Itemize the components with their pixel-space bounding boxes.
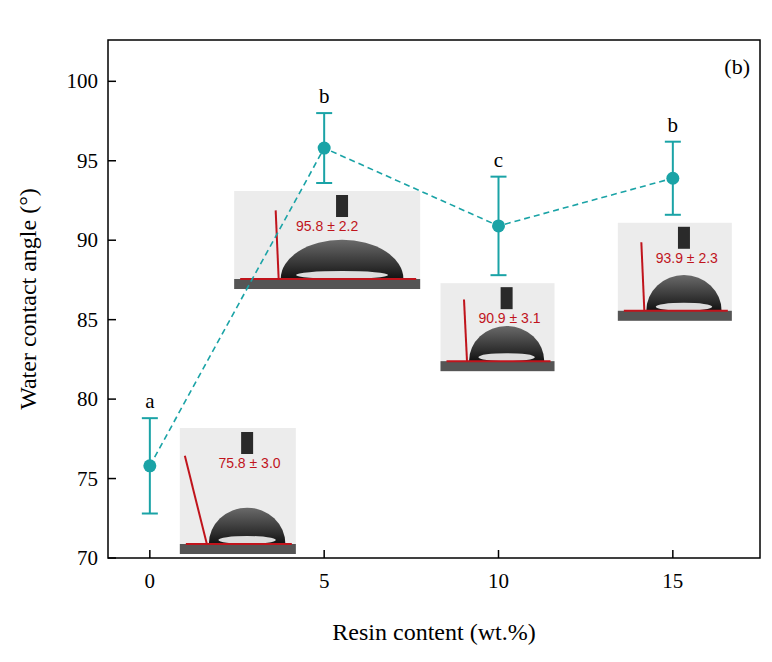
droplet-reflection: [478, 353, 534, 361]
x-tick: [498, 550, 500, 558]
point: [492, 219, 505, 232]
marks: [142, 113, 681, 513]
y-tick: [108, 160, 116, 162]
droplet-inset: 90.9 ± 3.1: [441, 283, 555, 371]
y-tick-label: 80: [77, 387, 98, 411]
panel-letter: (b): [724, 54, 750, 79]
x-tick-label: 5: [319, 569, 330, 593]
inset-substrate: [234, 279, 420, 289]
point: [143, 459, 156, 472]
error-bar: [665, 142, 681, 215]
value-label: 90.9 ± 3.1: [478, 310, 540, 326]
droplet-inset: 93.9 ± 2.3: [618, 223, 732, 321]
annotation: a: [145, 389, 155, 413]
inset-bg: [180, 428, 296, 554]
y-tick-label: 95: [77, 149, 98, 173]
inset-substrate: [618, 311, 732, 321]
inset-bg: [234, 191, 420, 289]
error-cap: [665, 214, 681, 216]
y-tick: [108, 398, 116, 400]
needle: [501, 287, 513, 309]
error-cap: [491, 176, 507, 178]
point: [318, 142, 331, 155]
droplet: [469, 326, 544, 361]
y-tick-label: 70: [77, 546, 98, 570]
annotation: b: [319, 84, 330, 108]
annotation: c: [494, 148, 503, 172]
y-tick: [108, 81, 116, 83]
y-tick: [108, 239, 116, 241]
inset-substrate: [441, 361, 555, 371]
y-axis-title: Water contact angle (°): [15, 188, 41, 410]
x-tick-label: 0: [145, 569, 156, 593]
chart: 70 75 80 85 90 95 100 0 5 10 15 Resin content (wt.%…: [0, 0, 772, 662]
y-tick: [108, 478, 116, 480]
error-cap: [316, 182, 332, 184]
baseline: [240, 278, 416, 280]
y-tick: [108, 319, 116, 321]
droplet: [281, 240, 404, 279]
error-bar: [316, 113, 332, 183]
droplet-reflection: [656, 303, 712, 311]
inset-bg: [441, 283, 555, 371]
x-axis-title: Resin content (wt.%): [332, 619, 535, 645]
y-tick-label: 90: [77, 228, 98, 252]
x-tick: [149, 550, 151, 558]
x-tick: [672, 550, 674, 558]
needle: [336, 195, 348, 217]
x-tick-label: 15: [662, 569, 683, 593]
insets: 75.8 ± 3.0 95.8 ± 2.2 90.9 ± 3.1 93.9 ± 2.3: [180, 191, 732, 554]
tangent: [276, 210, 279, 279]
inset-bg: [618, 223, 732, 321]
error-cap: [316, 112, 332, 114]
x-tick: [323, 550, 325, 558]
error-cap: [665, 141, 681, 143]
error-cap: [142, 513, 158, 515]
tangent: [185, 456, 207, 544]
baseline: [186, 543, 292, 545]
plot-frame: [108, 40, 760, 558]
series-line: [150, 148, 673, 466]
error-cap: [491, 274, 507, 276]
needle: [678, 227, 690, 249]
y-tick-label: 75: [77, 467, 98, 491]
value-label: 93.9 ± 2.3: [656, 250, 718, 266]
error-cap: [142, 417, 158, 419]
baseline: [447, 360, 551, 362]
value-label: 75.8 ± 3.0: [218, 455, 280, 471]
value-label: 95.8 ± 2.2: [296, 218, 358, 234]
y-tick-label: 100: [67, 69, 99, 93]
error-bar: [491, 177, 507, 276]
x-tick-label: 10: [488, 569, 509, 593]
tangent: [464, 300, 467, 362]
needle: [241, 432, 253, 454]
tangent: [641, 242, 644, 311]
droplet-reflection: [218, 536, 275, 544]
droplet-inset: 75.8 ± 3.0: [180, 428, 296, 554]
annotation: b: [668, 113, 679, 137]
droplet-reflection: [296, 271, 388, 279]
y-tick: [108, 557, 116, 559]
y-tick-label: 85: [77, 308, 98, 332]
error-bar: [142, 418, 158, 513]
baseline: [624, 310, 728, 312]
point: [666, 172, 679, 185]
droplet: [646, 275, 721, 311]
droplet-inset: 95.8 ± 2.2: [234, 191, 420, 289]
inset-substrate: [180, 544, 296, 554]
droplet: [209, 508, 286, 544]
